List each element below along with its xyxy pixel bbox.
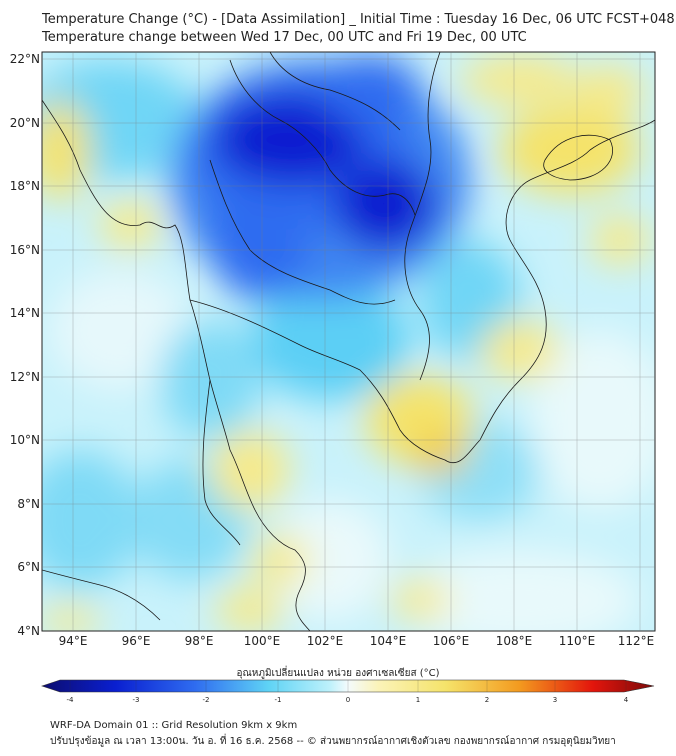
- lat-label: 8°N: [17, 497, 40, 511]
- chart-title-line1: Temperature Change (°C) - [Data Assimila…: [42, 12, 675, 27]
- colorbar-tick-label: 2: [485, 696, 489, 704]
- colorbar: -4 -3 -2 -1 0 1 2 3 4: [41, 679, 655, 704]
- lon-label: 100°E: [244, 634, 281, 648]
- lat-label: 10°N: [10, 433, 40, 447]
- graticule: [42, 52, 655, 631]
- lon-label: 104°E: [370, 634, 407, 648]
- lon-label: 102°E: [307, 634, 344, 648]
- lat-label: 22°N: [10, 52, 40, 66]
- footer-model-info: WRF-DA Domain 01 :: Grid Resolution 9km …: [50, 720, 298, 731]
- colorbar-tick-label: -1: [275, 696, 282, 704]
- lat-label: 14°N: [10, 306, 40, 320]
- colorbar-bar: [41, 679, 655, 693]
- colorbar-tick-label: 0: [346, 696, 350, 704]
- longitude-labels: 94°E 96°E 98°E 100°E 102°E 104°E 106°E 1…: [59, 634, 655, 648]
- lon-label: 108°E: [496, 634, 533, 648]
- lat-label: 4°N: [17, 624, 40, 638]
- colorbar-tick-label: 3: [553, 696, 557, 704]
- colorbar-tick-label: -3: [133, 696, 140, 704]
- lon-label: 96°E: [122, 634, 151, 648]
- lat-label: 12°N: [10, 370, 40, 384]
- lat-label: 6°N: [17, 560, 40, 574]
- lat-label: 16°N: [10, 243, 40, 257]
- colorbar-title: อุณหภูมิเปลี่ยนแปลง หน่วย องศาเซลเซียส (…: [236, 668, 440, 679]
- colorbar-ticks: [69, 680, 627, 692]
- chart-title-line2: Temperature change between Wed 17 Dec, 0…: [42, 30, 527, 45]
- colorbar-tick-label: -4: [67, 696, 75, 704]
- colorbar-tick-label: 4: [624, 696, 629, 704]
- temperature-field: [42, 52, 655, 631]
- footer-credits: ปรับปรุงข้อมูล ณ เวลา 13:00น. วัน อ. ที่…: [50, 736, 616, 747]
- colorbar-tick-label: 1: [416, 696, 420, 704]
- latitude-labels: 22°N 20°N 18°N 16°N 14°N 12°N 10°N 8°N 6…: [10, 52, 40, 638]
- lat-label: 18°N: [10, 179, 40, 193]
- lon-label: 110°E: [559, 634, 596, 648]
- map-frame: [41, 51, 656, 632]
- lon-label: 112°E: [618, 634, 655, 648]
- colorbar-tick-label: -2: [203, 696, 210, 704]
- lat-label: 20°N: [10, 116, 40, 130]
- lon-label: 98°E: [185, 634, 214, 648]
- lon-label: 106°E: [433, 634, 470, 648]
- coastlines-and-borders: [42, 52, 655, 631]
- lon-label: 94°E: [59, 634, 88, 648]
